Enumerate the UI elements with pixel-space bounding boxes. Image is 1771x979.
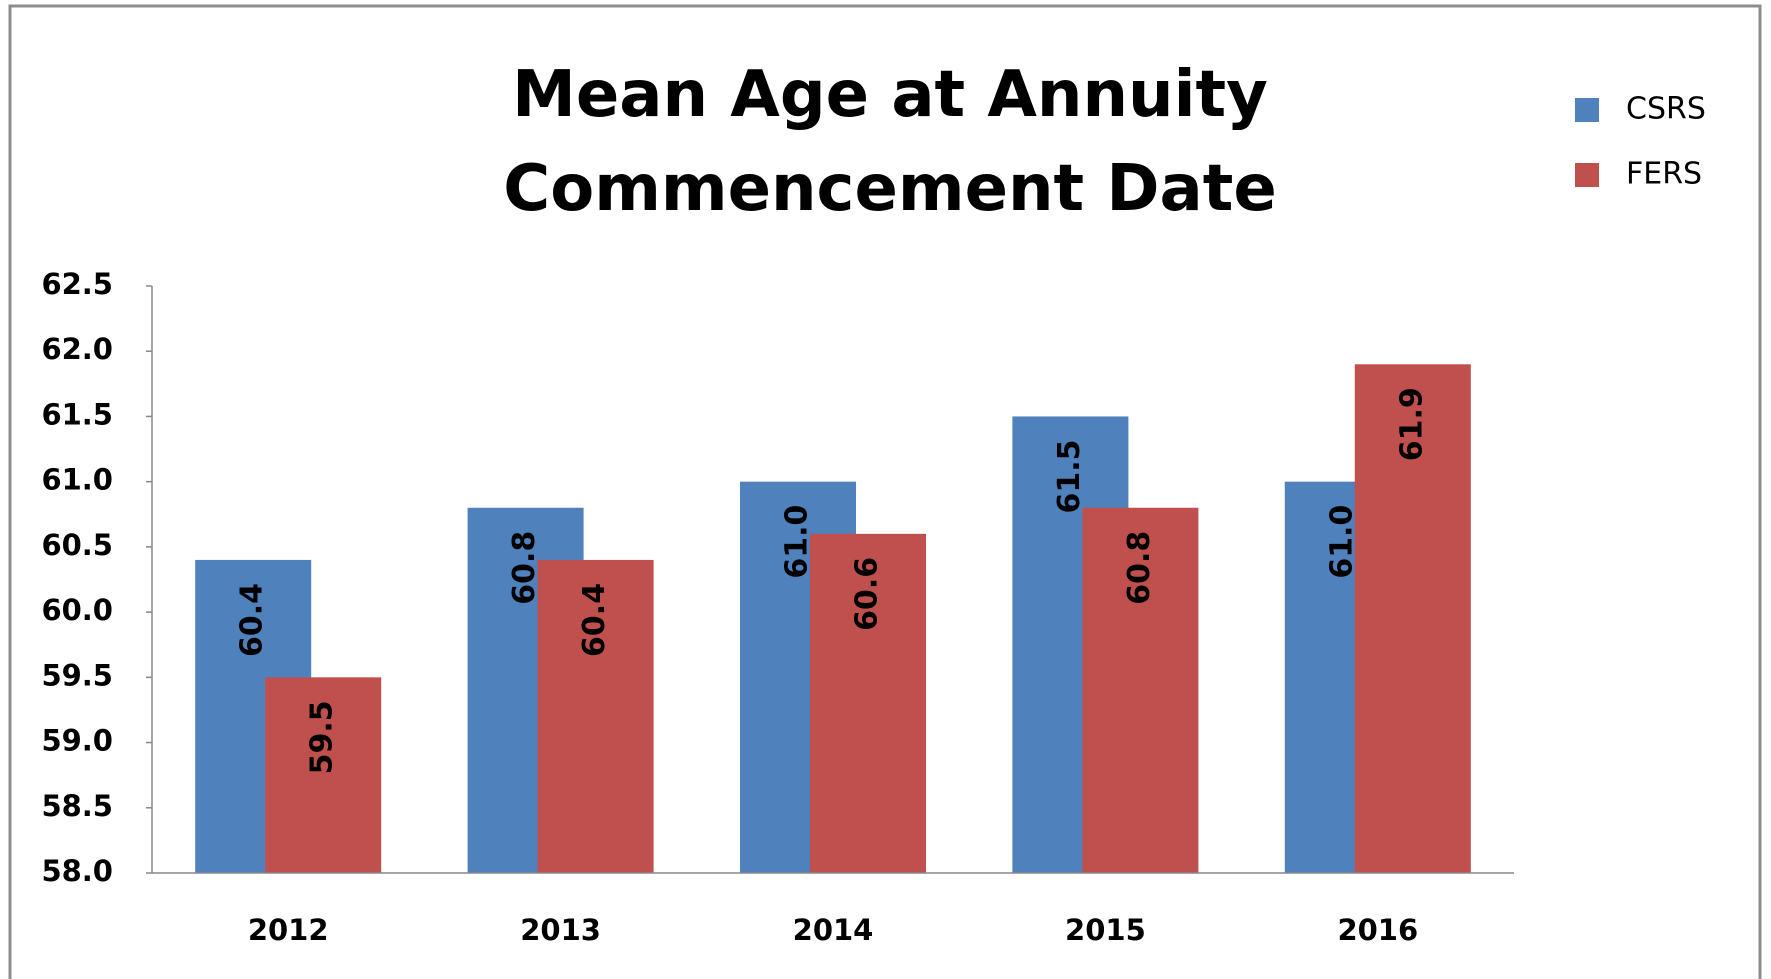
- y-tick-label: 59.5: [41, 658, 113, 692]
- bar: [1354, 364, 1471, 873]
- x-tick-label: 2013: [520, 913, 601, 947]
- data-label: 60.4: [577, 583, 612, 657]
- y-tick-label: 61.5: [41, 397, 113, 431]
- legend-swatch: [1575, 98, 1599, 122]
- y-tick-label: 61.0: [41, 463, 113, 497]
- bar: [810, 533, 926, 873]
- chart-title: Mean Age at Annuity Commencement Date: [503, 58, 1277, 226]
- y-tick-label: 62.0: [41, 332, 113, 366]
- data-label: 61.0: [780, 505, 815, 579]
- data-label: 61.5: [1052, 439, 1087, 513]
- chart-frame: [8, 4, 1762, 979]
- x-tick-label: 2016: [1337, 913, 1418, 947]
- y-tick-label: 58.5: [41, 789, 113, 823]
- data-label: 61.9: [1394, 387, 1429, 461]
- legend-label: FERS: [1626, 157, 1702, 192]
- data-label: 60.8: [507, 531, 542, 605]
- y-tick-label: 60.0: [41, 593, 113, 627]
- legend-label: CSRS: [1626, 92, 1706, 127]
- x-tick-label: 2015: [1065, 913, 1146, 947]
- data-label: 61.0: [1324, 505, 1359, 579]
- y-tick-label: 58.0: [41, 854, 113, 888]
- data-label: 60.6: [850, 557, 885, 631]
- legend-swatch: [1575, 163, 1599, 187]
- y-tick-label: 60.5: [41, 528, 113, 562]
- data-label: 60.4: [235, 583, 270, 657]
- bar: [537, 559, 654, 873]
- x-tick-label: 2014: [793, 913, 874, 947]
- y-tick-label: 62.5: [41, 267, 113, 301]
- bar: [1082, 507, 1199, 873]
- y-tick-label: 59.0: [41, 724, 113, 758]
- data-label: 60.8: [1122, 531, 1157, 605]
- x-tick-label: 2012: [248, 913, 329, 947]
- data-label: 59.5: [305, 700, 340, 774]
- bar: [265, 677, 382, 873]
